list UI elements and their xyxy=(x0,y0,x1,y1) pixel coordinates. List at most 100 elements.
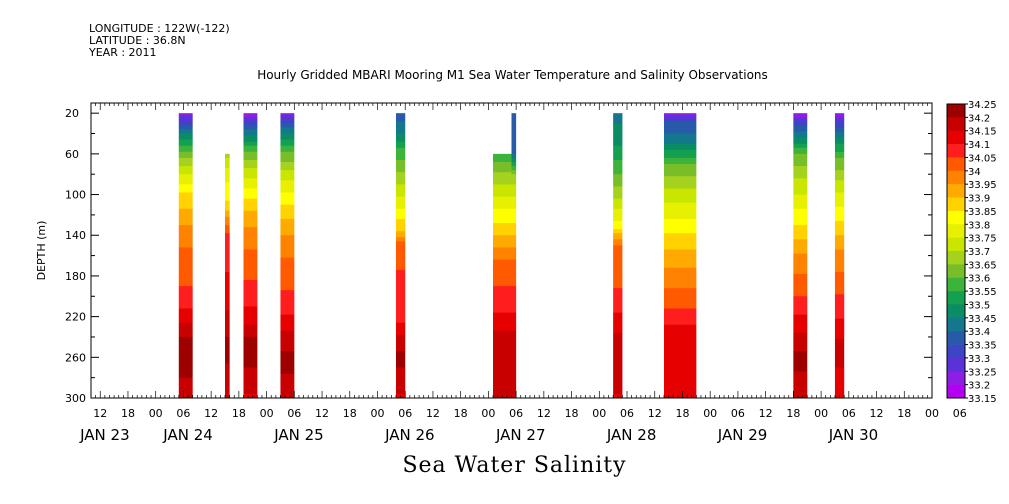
colorbar-label: 33.3 xyxy=(968,354,990,365)
salinity-cell xyxy=(395,210,406,214)
colorbar-label: 34.25 xyxy=(968,100,997,111)
salinity-cell xyxy=(511,273,517,277)
salinity-cell xyxy=(511,145,517,149)
salinity-cell xyxy=(834,324,845,328)
salinity-cell xyxy=(225,202,230,206)
salinity-cell xyxy=(663,267,697,271)
salinity-cell xyxy=(178,351,193,354)
salinity-cell xyxy=(834,157,845,161)
salinity-cell xyxy=(613,381,623,385)
salinity-cell xyxy=(613,135,623,138)
salinity-cell xyxy=(280,379,295,383)
salinity-cell xyxy=(243,377,258,381)
salinity-cell xyxy=(395,121,406,124)
salinity-cell xyxy=(511,324,517,328)
salinity-cell xyxy=(395,190,406,193)
salinity-cell xyxy=(511,322,517,326)
salinity-cell xyxy=(178,143,193,147)
salinity-cell xyxy=(225,157,230,161)
salinity-cell xyxy=(178,151,193,155)
salinity-cell xyxy=(793,381,808,385)
colorbar-swatch xyxy=(947,371,965,385)
colorbar-label: 33.9 xyxy=(968,194,990,205)
colorbar-swatch xyxy=(947,264,965,279)
salinity-cell xyxy=(280,298,295,301)
salinity-cell xyxy=(280,196,295,200)
salinity-cell xyxy=(663,231,697,234)
salinity-cell xyxy=(493,282,512,285)
salinity-cell xyxy=(280,159,295,163)
salinity-cell xyxy=(395,273,406,277)
salinity-cell xyxy=(178,324,193,328)
salinity-cell xyxy=(834,178,845,181)
salinity-cell xyxy=(613,172,623,175)
salinity-cell xyxy=(225,208,230,212)
salinity-cell xyxy=(280,385,295,389)
salinity-cell xyxy=(511,284,517,287)
salinity-cell xyxy=(243,265,258,269)
salinity-cell xyxy=(493,357,512,360)
salinity-cell xyxy=(511,318,517,322)
salinity-cell xyxy=(793,223,808,226)
salinity-cell xyxy=(493,355,512,358)
salinity-cell xyxy=(395,261,406,265)
salinity-cell xyxy=(511,330,517,334)
salinity-cell xyxy=(511,373,517,377)
salinity-cell xyxy=(280,247,295,250)
salinity-cell xyxy=(511,147,517,151)
salinity-cell xyxy=(178,387,193,391)
salinity-cell xyxy=(613,373,623,377)
salinity-cell xyxy=(178,178,193,181)
salinity-cell xyxy=(225,334,230,338)
salinity-cell xyxy=(243,231,258,234)
salinity-cell xyxy=(834,168,845,171)
salinity-cell xyxy=(493,385,512,389)
salinity-cell xyxy=(663,239,697,242)
salinity-cell xyxy=(793,127,808,130)
salinity-cell xyxy=(793,200,808,204)
salinity-cell xyxy=(493,347,512,350)
salinity-cell xyxy=(243,288,258,291)
salinity-cell xyxy=(663,261,697,265)
salinity-cell xyxy=(511,159,517,163)
salinity-cell xyxy=(178,141,193,145)
x-tick-label: 18 xyxy=(565,407,579,420)
salinity-cell xyxy=(243,304,258,307)
salinity-cell xyxy=(395,198,406,202)
salinity-cell xyxy=(793,139,808,143)
salinity-cell xyxy=(395,188,406,191)
salinity-cell xyxy=(511,166,517,169)
salinity-cell xyxy=(395,200,406,204)
salinity-cell xyxy=(243,363,258,366)
salinity-cell xyxy=(613,336,623,340)
salinity-cell xyxy=(663,212,697,216)
salinity-cell xyxy=(178,172,193,175)
salinity-cell xyxy=(395,381,406,385)
salinity-cell xyxy=(511,204,517,208)
salinity-cell xyxy=(613,208,623,212)
salinity-cell xyxy=(178,373,193,377)
salinity-cell xyxy=(395,375,406,379)
salinity-cell xyxy=(243,208,258,212)
salinity-cell xyxy=(225,225,230,228)
salinity-cell xyxy=(243,320,258,324)
salinity-cell xyxy=(225,269,230,273)
salinity-cell xyxy=(178,243,193,246)
salinity-cell xyxy=(225,198,230,202)
salinity-cell xyxy=(511,353,517,356)
salinity-cell xyxy=(280,237,295,240)
salinity-cell xyxy=(225,385,230,389)
salinity-cell xyxy=(793,385,808,389)
salinity-cell xyxy=(793,318,808,322)
salinity-cell xyxy=(511,365,517,368)
salinity-cell xyxy=(613,345,623,348)
salinity-cell xyxy=(178,184,193,187)
salinity-cell xyxy=(243,275,258,279)
salinity-cell xyxy=(225,351,230,354)
salinity-cell xyxy=(793,359,808,362)
salinity-cell xyxy=(793,229,808,232)
variable-label: Sea Water Salinity xyxy=(402,453,627,478)
salinity-cell xyxy=(511,214,517,218)
salinity-cell xyxy=(280,198,295,202)
